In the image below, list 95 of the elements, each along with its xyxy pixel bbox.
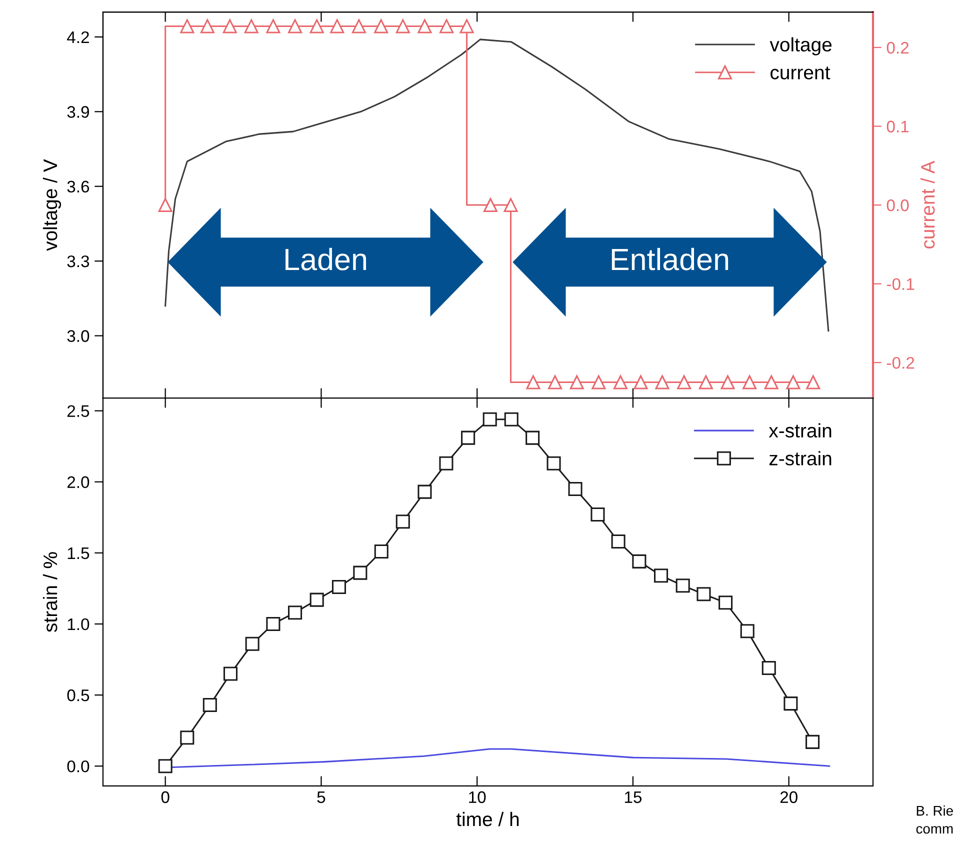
annotation: Laden [286,248,366,270]
point [374,544,388,559]
point [568,482,582,496]
point [483,198,498,212]
point [696,587,711,602]
point [396,514,410,529]
point [655,375,670,390]
point [200,19,214,34]
point [526,430,540,445]
point [310,19,324,34]
y-tick-label: 3.6 [67,180,90,193]
point [548,375,562,390]
point [180,730,194,745]
point [698,375,713,390]
y-tick-label: 0.0 [67,760,90,772]
point [222,19,237,34]
point [244,19,258,34]
x-tick-label: 0 [161,791,170,804]
point [504,412,518,426]
point [439,456,454,470]
legend-label: z-strain [769,451,832,466]
line-series [164,38,830,332]
point [461,430,476,445]
point [590,508,605,522]
x-tick-label: 20 [780,791,798,804]
point [570,375,584,390]
text: B. Rie comm [916,806,953,834]
point [654,568,668,583]
point [762,661,776,676]
point [180,19,194,34]
point [332,580,346,594]
point [611,534,626,549]
y2-tick-label: 0.2 [886,42,909,54]
point [742,375,757,390]
y-tick-label: 3.9 [67,106,90,118]
y-tick-label: 3.0 [67,330,90,342]
point [720,375,735,390]
point [764,375,778,390]
annotation: Entladen [612,248,728,270]
x-tick-label: 15 [624,791,642,804]
legend-label: x-strain [768,423,832,438]
y2-tick-label: -0.1 [886,278,914,290]
point [592,375,606,390]
point [632,554,646,568]
point [353,566,368,580]
point [806,734,820,749]
legend-label: current [770,66,830,80]
point [202,698,217,712]
point [546,456,561,470]
point [740,624,754,638]
point [460,19,474,34]
point [288,19,302,34]
y-tick-label: 2.0 [67,476,90,488]
point [352,19,366,34]
point [223,666,238,681]
y-tick-label: 1.0 [68,618,90,630]
point [310,592,324,607]
point [634,375,648,390]
point [158,198,172,212]
point [288,606,302,620]
point [245,636,260,651]
y-tick-label: 0.5 [67,689,90,702]
y-tick-label: 2.5 [67,405,90,418]
point [418,484,432,499]
point [330,19,344,34]
point [374,19,388,34]
point [418,19,432,34]
point [677,375,692,390]
y2-tick-label: -0.2 [886,356,914,369]
point [676,578,690,593]
x-tick-label: 5 [317,791,326,804]
point [526,375,540,390]
y-axis-title: strain / % [42,552,58,632]
y-tick-label: 4.2 [67,31,89,43]
y-tick-label: 1.5 [68,547,90,560]
point [613,375,628,390]
y-axis-title: voltage / V [42,159,62,251]
point [806,375,820,390]
point [784,696,798,711]
y2-tick-label: 0.1 [886,120,909,132]
x-axis-title: time / h [456,812,519,826]
point [266,19,280,34]
point [504,198,518,212]
point [786,375,800,390]
point [158,759,172,774]
y2-tick-label: 0.0 [886,199,909,212]
y2-axis-title: current / A [920,160,935,249]
point [440,19,454,34]
x-tick-label: 10 [469,791,486,804]
y-tick-label: 3.3 [67,255,90,268]
point [482,412,497,426]
point [718,596,733,610]
point [266,616,280,631]
point [396,19,410,34]
legend-label: voltage [770,37,832,56]
